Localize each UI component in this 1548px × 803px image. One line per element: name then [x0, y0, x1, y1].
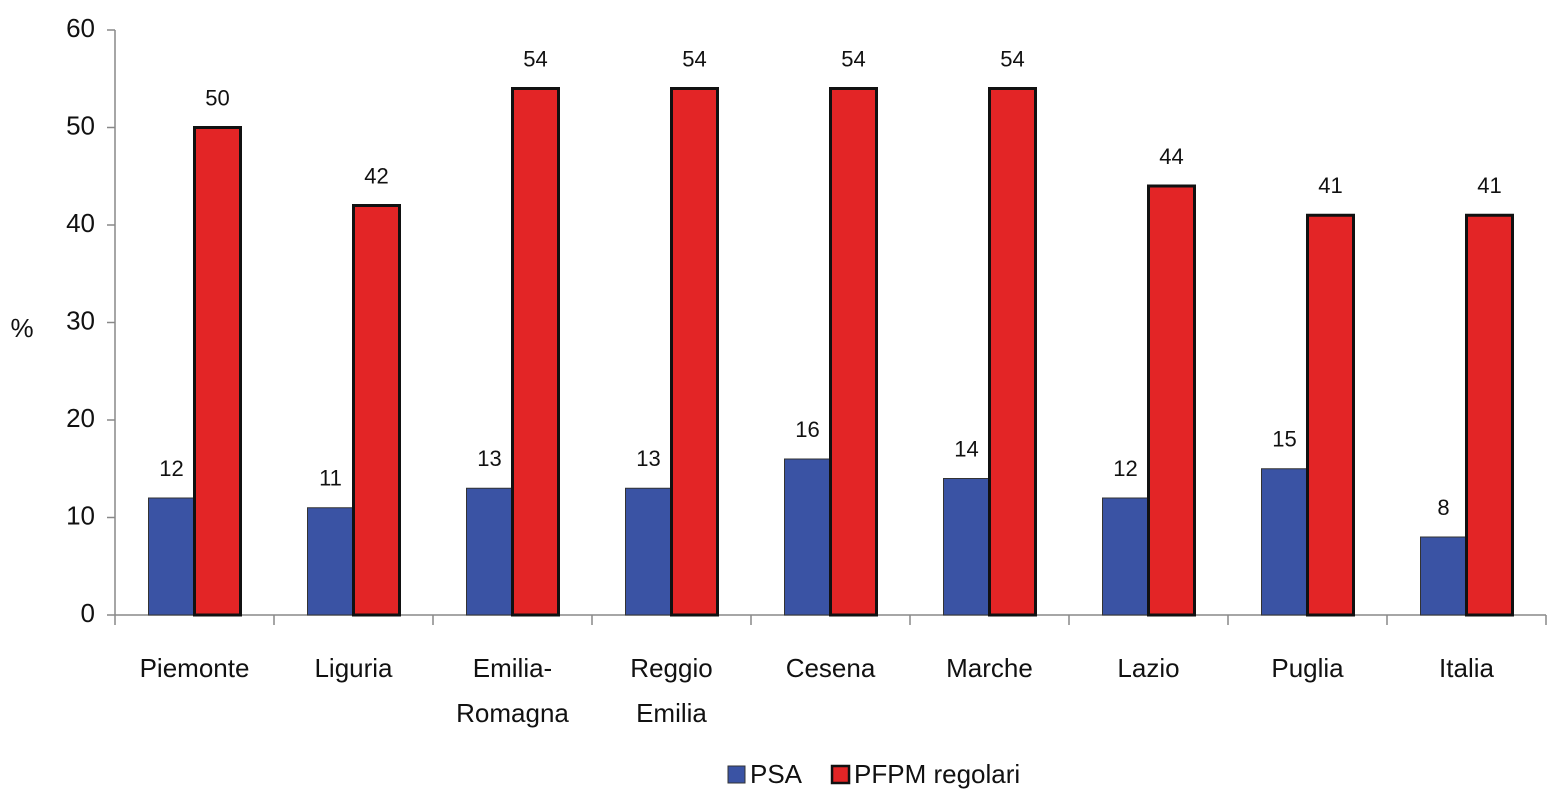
bar	[148, 497, 195, 616]
x-tick-label: Italia	[1439, 653, 1494, 683]
value-label: 41	[1318, 173, 1342, 198]
bar	[1102, 497, 1149, 616]
value-label: 16	[795, 417, 819, 442]
x-tick-label: Reggio Emilia	[630, 653, 712, 728]
value-label: 42	[364, 163, 388, 188]
y-tick-label: 30	[66, 305, 95, 335]
bar	[511, 87, 560, 617]
bar	[1261, 468, 1308, 616]
value-label: 50	[205, 85, 229, 110]
y-tick-label: 10	[66, 500, 95, 530]
x-tick-label: Piemonte	[140, 653, 250, 683]
bar	[193, 126, 242, 617]
y-tick-label: 50	[66, 110, 95, 140]
x-tick-label: Lazio	[1117, 653, 1179, 683]
bar	[784, 458, 831, 616]
value-label: 41	[1477, 173, 1501, 198]
bar	[1420, 536, 1467, 616]
x-tick-label: Liguria	[314, 653, 393, 683]
legend-label: PSA	[750, 759, 803, 789]
y-tick-label: 40	[66, 208, 95, 238]
value-label: 44	[1159, 144, 1183, 169]
legend-label: PFPM regolari	[854, 759, 1020, 789]
y-axis-label: %	[10, 313, 33, 343]
x-tick-label: Marche	[946, 653, 1033, 683]
bar	[1465, 213, 1514, 617]
bar	[670, 87, 719, 617]
bar	[1306, 213, 1355, 617]
y-tick-label: 60	[66, 13, 95, 43]
legend-swatch	[727, 765, 746, 784]
value-label: 15	[1272, 427, 1296, 452]
bar	[1147, 184, 1196, 617]
x-tick-label: Emilia-Romagna	[456, 653, 569, 728]
value-label: 54	[523, 46, 547, 71]
bar	[352, 204, 401, 617]
value-label: 54	[841, 46, 865, 71]
bar	[829, 87, 878, 617]
bar	[307, 507, 354, 616]
legend-swatch	[830, 764, 851, 785]
bar	[988, 87, 1037, 617]
y-tick-label: 0	[81, 598, 95, 628]
y-tick-label: 20	[66, 403, 95, 433]
value-label: 14	[954, 436, 978, 461]
value-label: 13	[636, 446, 660, 471]
bar	[625, 487, 672, 616]
value-label: 54	[1000, 46, 1024, 71]
value-label: 12	[159, 456, 183, 481]
value-label: 11	[319, 466, 342, 491]
x-tick-label: Puglia	[1271, 653, 1344, 683]
value-label: 12	[1113, 456, 1137, 481]
x-tick-label: Cesena	[786, 653, 876, 683]
bar	[943, 478, 990, 616]
value-label: 54	[682, 46, 706, 71]
value-label: 8	[1437, 495, 1449, 520]
bar	[466, 487, 513, 616]
value-label: 13	[477, 446, 501, 471]
